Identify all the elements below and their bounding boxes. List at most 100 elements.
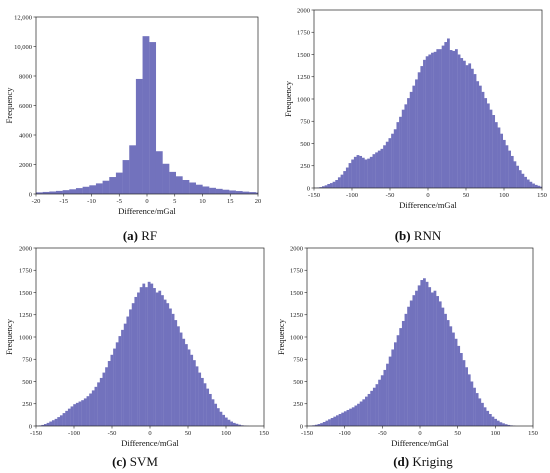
histogram-bar <box>404 313 408 426</box>
y-tick-label: 1000 <box>297 96 310 103</box>
histogram-bar <box>232 422 236 426</box>
histogram-bar <box>367 393 371 426</box>
histogram-bar <box>105 367 108 426</box>
histogram-bar <box>319 187 323 188</box>
histogram-bar <box>380 148 384 188</box>
histogram-bar <box>54 418 58 426</box>
histogram-bar <box>235 423 239 426</box>
histogram-bar <box>449 326 453 426</box>
y-tick-label: 2000 <box>297 7 310 14</box>
histogram-bar <box>370 390 374 426</box>
y-axis-title: Frequency <box>4 87 14 124</box>
histogram-bar <box>200 377 204 426</box>
histogram-bar <box>423 59 426 189</box>
histogram-bar <box>433 290 437 426</box>
histogram-bar <box>452 50 456 188</box>
caption-name: Kriging <box>412 454 453 469</box>
bars <box>314 38 543 189</box>
y-tick-label: 2000 <box>290 245 303 252</box>
x-tick-label: -150 <box>301 430 313 437</box>
histogram-bar <box>110 354 114 426</box>
histogram-bar <box>179 332 183 426</box>
bars <box>36 281 249 427</box>
histogram-bar <box>249 192 256 194</box>
histogram-bar <box>343 171 347 188</box>
histogram-bar <box>115 342 119 426</box>
histogram-bar <box>109 177 117 194</box>
histogram-bar <box>497 127 501 188</box>
histogram-bar <box>375 152 378 188</box>
y-tick-label: 2000 <box>19 245 32 252</box>
histogram-bar <box>507 424 511 426</box>
histogram-bar <box>365 396 368 426</box>
histogram-bar <box>462 60 466 189</box>
histogram-bar <box>314 424 318 426</box>
histogram-bar <box>399 328 403 426</box>
histogram-bar <box>102 180 110 194</box>
histogram-bar <box>375 384 379 426</box>
histogram-bar <box>202 186 210 194</box>
histogram-bar <box>391 349 395 426</box>
histogram-bar <box>393 129 397 188</box>
histogram-bar <box>155 292 159 426</box>
x-tick-label: -50 <box>108 430 117 437</box>
y-tick-label: 500 <box>22 379 32 386</box>
x-tick-label: 150 <box>528 430 538 437</box>
x-tick-label: 100 <box>490 430 500 437</box>
histogram-bar <box>142 36 150 194</box>
caption-letter: (d) <box>393 454 410 469</box>
histogram-bar <box>75 402 79 426</box>
histogram-bar <box>478 85 482 188</box>
histogram-bar <box>94 386 98 426</box>
histogram-bar <box>325 420 329 426</box>
histogram-bar <box>70 406 74 426</box>
x-axis-title: Difference/mGal <box>399 200 457 210</box>
histogram-bar <box>444 313 447 426</box>
caption-svm: (c) SVM <box>95 454 175 470</box>
histogram-bar <box>107 361 111 426</box>
y-tick-label: 750 <box>22 357 32 364</box>
x-tick-label: -100 <box>346 192 358 199</box>
histogram-bar <box>423 278 426 426</box>
histogram-bar <box>135 78 143 194</box>
histogram-bar <box>169 171 177 195</box>
histogram-bar <box>149 42 157 194</box>
histogram-bar <box>407 306 410 426</box>
histogram-bar <box>407 98 410 188</box>
histogram-bar <box>230 421 233 426</box>
y-tick-label: 12,000 <box>14 14 32 21</box>
x-axis-title: Difference/mGal <box>391 438 449 448</box>
histogram-bar <box>439 49 442 188</box>
histogram-bar <box>51 420 55 426</box>
histogram-bar <box>524 176 527 189</box>
histogram-bar <box>327 184 331 188</box>
histogram-bar <box>383 145 386 188</box>
histogram-bar <box>139 287 143 426</box>
histogram-bar <box>510 155 514 188</box>
histogram-bar <box>372 387 376 426</box>
histogram-bar <box>502 139 506 188</box>
y-tick-label: 1500 <box>297 52 310 59</box>
histogram-bar <box>43 424 47 426</box>
x-tick-label: 0 <box>145 198 148 205</box>
histogram-bar <box>214 403 218 426</box>
histogram-bar <box>359 401 363 426</box>
histogram-bar <box>504 424 508 426</box>
histogram-bar <box>216 408 220 426</box>
histogram-panel-svm: -150 -100 -50 0 50 100 15002505007501000125015… <box>4 245 269 448</box>
histogram-bar <box>385 141 389 188</box>
histogram-bar <box>83 398 87 426</box>
histogram-bar <box>69 189 77 194</box>
histogram-bar <box>486 103 490 188</box>
histogram-bar <box>446 320 450 426</box>
x-tick-label: -10 <box>87 198 96 205</box>
histogram-bar <box>356 155 360 188</box>
histogram-bar <box>161 295 164 426</box>
histogram-bar <box>454 338 458 426</box>
histogram-bar <box>182 338 186 426</box>
histogram-bar <box>361 157 365 188</box>
histogram-bar <box>336 415 339 426</box>
histogram-bar <box>483 407 487 426</box>
caption-letter: (c) <box>112 454 127 469</box>
histogram-bar <box>449 50 453 188</box>
